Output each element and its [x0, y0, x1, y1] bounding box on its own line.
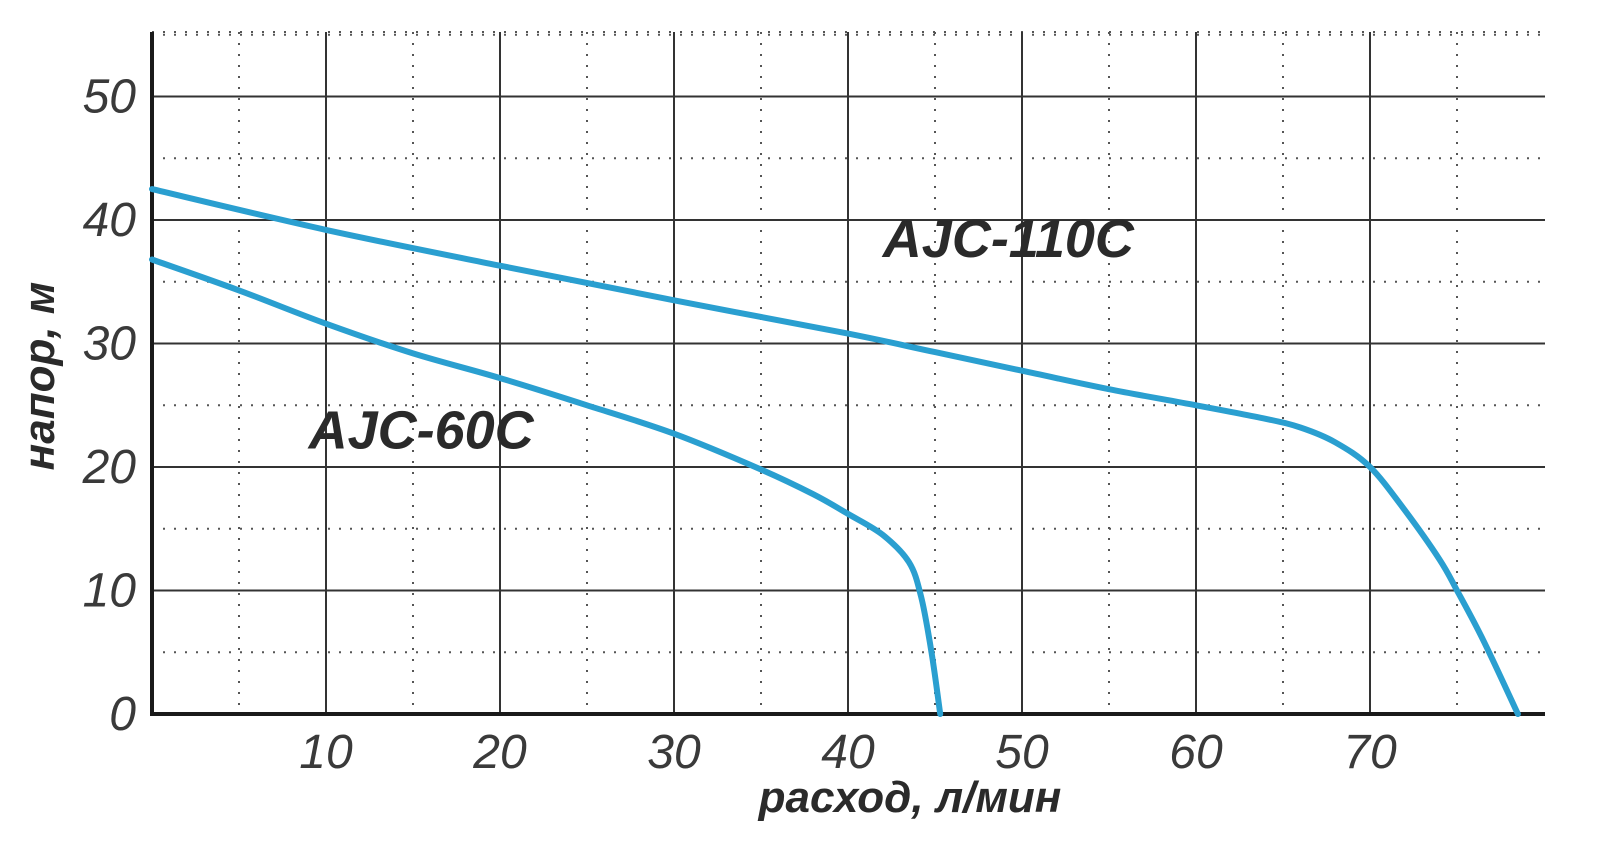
y-tick-label: 50	[83, 71, 137, 124]
y-tick-label: 20	[82, 441, 137, 494]
series-labels: AJC-110C AJC-60C	[307, 209, 1135, 460]
x-tick-label: 20	[472, 726, 527, 779]
x-tick-label: 60	[1169, 726, 1223, 779]
series-line-ajc-110c	[149, 186, 1521, 717]
y-tick-label: 0	[109, 688, 136, 741]
y-tick-label: 40	[83, 194, 137, 247]
x-tick-label: 50	[995, 726, 1049, 779]
x-tick-label: 30	[647, 726, 701, 779]
series-curves	[149, 186, 1521, 717]
x-tick-label: 40	[821, 726, 875, 779]
x-tick-label: 70	[1343, 726, 1397, 779]
y-tick-label: 30	[83, 318, 137, 371]
y-tick-label: 10	[83, 565, 137, 618]
series-label-ajc-60c: AJC-60C	[307, 400, 535, 460]
x-axis-title: расход, л/мин	[758, 773, 1062, 822]
y-axis-title: напор, м	[15, 282, 64, 471]
major-grid	[152, 32, 1545, 714]
x-tick-labels: 10 20 30 40 50 60 70	[299, 726, 1397, 779]
x-tick-label: 10	[299, 726, 353, 779]
y-tick-labels: 0 10 20 30 40 50	[82, 71, 137, 742]
axes	[150, 32, 1545, 716]
series-line-ajc-60c	[149, 256, 944, 717]
series-label-ajc-110c: AJC-110C	[881, 209, 1135, 269]
minor-grid	[152, 31, 1545, 714]
